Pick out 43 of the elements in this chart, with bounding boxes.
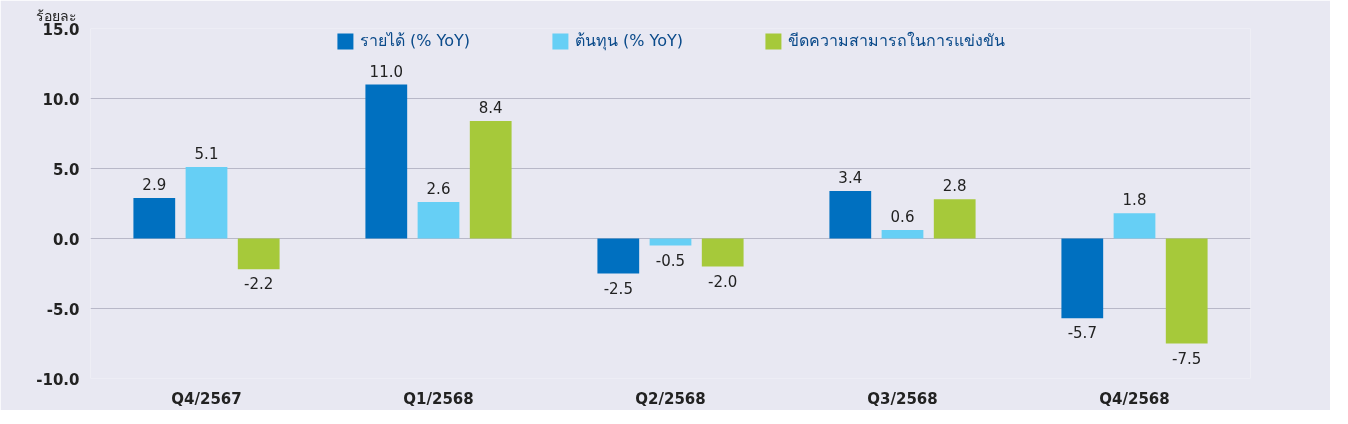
data-label: 8.4 — [478, 98, 503, 117]
legend-label: ขีดความสามารถในการแข่งขัน — [788, 30, 1006, 52]
bar — [701, 238, 744, 267]
x-tick-label: Q4/2568 — [1099, 389, 1170, 408]
legend-label: ต้นทุน (% YoY) — [575, 30, 684, 53]
y-tick-label: -10.0 — [36, 370, 80, 389]
bar — [597, 238, 640, 274]
bar — [237, 238, 280, 270]
data-label: 2.9 — [142, 175, 167, 194]
bar — [649, 238, 692, 246]
data-label: 5.1 — [194, 145, 219, 164]
legend-label: รายได้ (% YoY) — [359, 30, 470, 52]
bar — [1113, 213, 1156, 239]
data-label: -2.5 — [603, 279, 633, 298]
x-tick-label: Q3/2568 — [867, 389, 938, 408]
bar — [933, 199, 976, 239]
bar — [829, 190, 872, 239]
bar — [185, 167, 228, 239]
bar — [1165, 238, 1208, 344]
bar — [417, 202, 460, 239]
bar — [365, 84, 408, 239]
bar — [881, 230, 924, 239]
data-label: 3.4 — [838, 168, 863, 187]
x-tick-label: Q2/2568 — [635, 389, 706, 408]
data-label: -2.2 — [244, 275, 274, 294]
bar — [469, 120, 512, 239]
data-label: -7.5 — [1172, 349, 1202, 368]
y-tick-label: 5.0 — [52, 160, 80, 179]
data-label: -0.5 — [655, 251, 686, 270]
data-label: 11.0 — [369, 62, 404, 81]
data-label: 2.8 — [942, 177, 967, 196]
data-label: 0.6 — [890, 208, 915, 227]
data-label: 2.6 — [426, 180, 451, 199]
y-tick-label: 0.0 — [52, 230, 80, 249]
y-tick-label: -5.0 — [46, 300, 80, 319]
data-label: -2.0 — [708, 272, 738, 291]
data-label: 1.8 — [1122, 191, 1147, 210]
bar — [133, 197, 176, 239]
y-tick-label: 10.0 — [42, 90, 80, 109]
data-label: -5.7 — [1067, 324, 1097, 343]
bar — [1061, 238, 1104, 319]
x-tick-label: Q4/2567 — [171, 389, 242, 408]
x-tick-label: Q1/2568 — [403, 389, 474, 408]
